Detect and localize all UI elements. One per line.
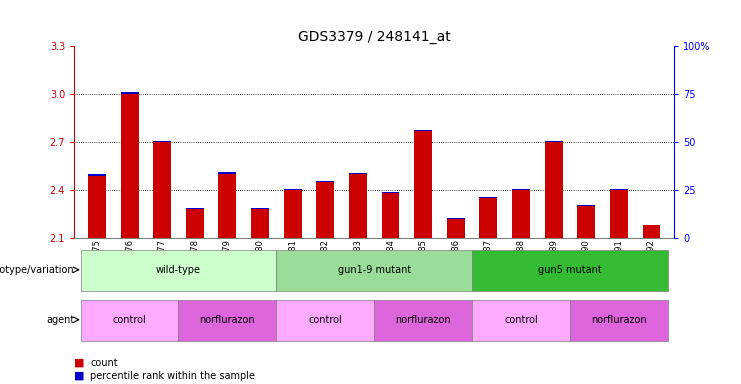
Text: genotype/variation: genotype/variation xyxy=(0,265,74,275)
Bar xyxy=(610,189,628,190)
Bar xyxy=(81,250,276,291)
Bar xyxy=(414,130,432,131)
Bar xyxy=(479,198,497,238)
Bar xyxy=(349,174,367,238)
Text: percentile rank within the sample: percentile rank within the sample xyxy=(90,371,256,381)
Text: gun5 mutant: gun5 mutant xyxy=(538,265,602,275)
Bar xyxy=(349,173,367,174)
Bar xyxy=(284,190,302,238)
Bar xyxy=(219,172,236,174)
Bar xyxy=(219,174,236,238)
Bar xyxy=(153,141,171,142)
Bar xyxy=(545,142,562,238)
Bar xyxy=(512,190,530,238)
Text: control: control xyxy=(504,315,538,325)
Bar xyxy=(414,131,432,238)
Text: norflurazon: norflurazon xyxy=(395,315,451,325)
Text: gun1-9 mutant: gun1-9 mutant xyxy=(338,265,411,275)
Bar xyxy=(610,190,628,238)
Text: ■: ■ xyxy=(74,358,84,368)
Bar xyxy=(447,219,465,238)
Bar xyxy=(577,206,595,238)
Bar xyxy=(382,193,399,238)
Text: norflurazon: norflurazon xyxy=(199,315,255,325)
Text: count: count xyxy=(90,358,118,368)
Bar xyxy=(570,300,668,341)
Bar xyxy=(316,182,334,238)
Bar xyxy=(121,93,139,94)
Bar xyxy=(545,141,562,142)
Title: GDS3379 / 248141_at: GDS3379 / 248141_at xyxy=(298,30,451,44)
Text: wild-type: wild-type xyxy=(156,265,201,275)
Bar xyxy=(512,189,530,190)
Bar xyxy=(642,225,660,238)
Bar xyxy=(577,205,595,206)
Bar xyxy=(251,209,269,238)
Bar xyxy=(472,250,668,291)
Bar xyxy=(479,197,497,198)
Text: agent: agent xyxy=(46,315,74,325)
Bar xyxy=(447,218,465,219)
Bar xyxy=(88,176,106,238)
Bar xyxy=(153,142,171,238)
Bar xyxy=(374,300,472,341)
Bar xyxy=(121,94,139,238)
Bar xyxy=(382,192,399,193)
Bar xyxy=(472,300,570,341)
Bar xyxy=(284,189,302,190)
Bar xyxy=(316,181,334,182)
Text: control: control xyxy=(308,315,342,325)
Bar xyxy=(186,209,204,238)
Bar xyxy=(186,208,204,209)
Bar xyxy=(276,300,374,341)
Text: ■: ■ xyxy=(74,371,84,381)
Bar xyxy=(88,174,106,176)
Text: control: control xyxy=(113,315,147,325)
Text: norflurazon: norflurazon xyxy=(591,315,647,325)
Bar xyxy=(179,300,276,341)
Bar xyxy=(81,300,179,341)
Bar xyxy=(276,250,472,291)
